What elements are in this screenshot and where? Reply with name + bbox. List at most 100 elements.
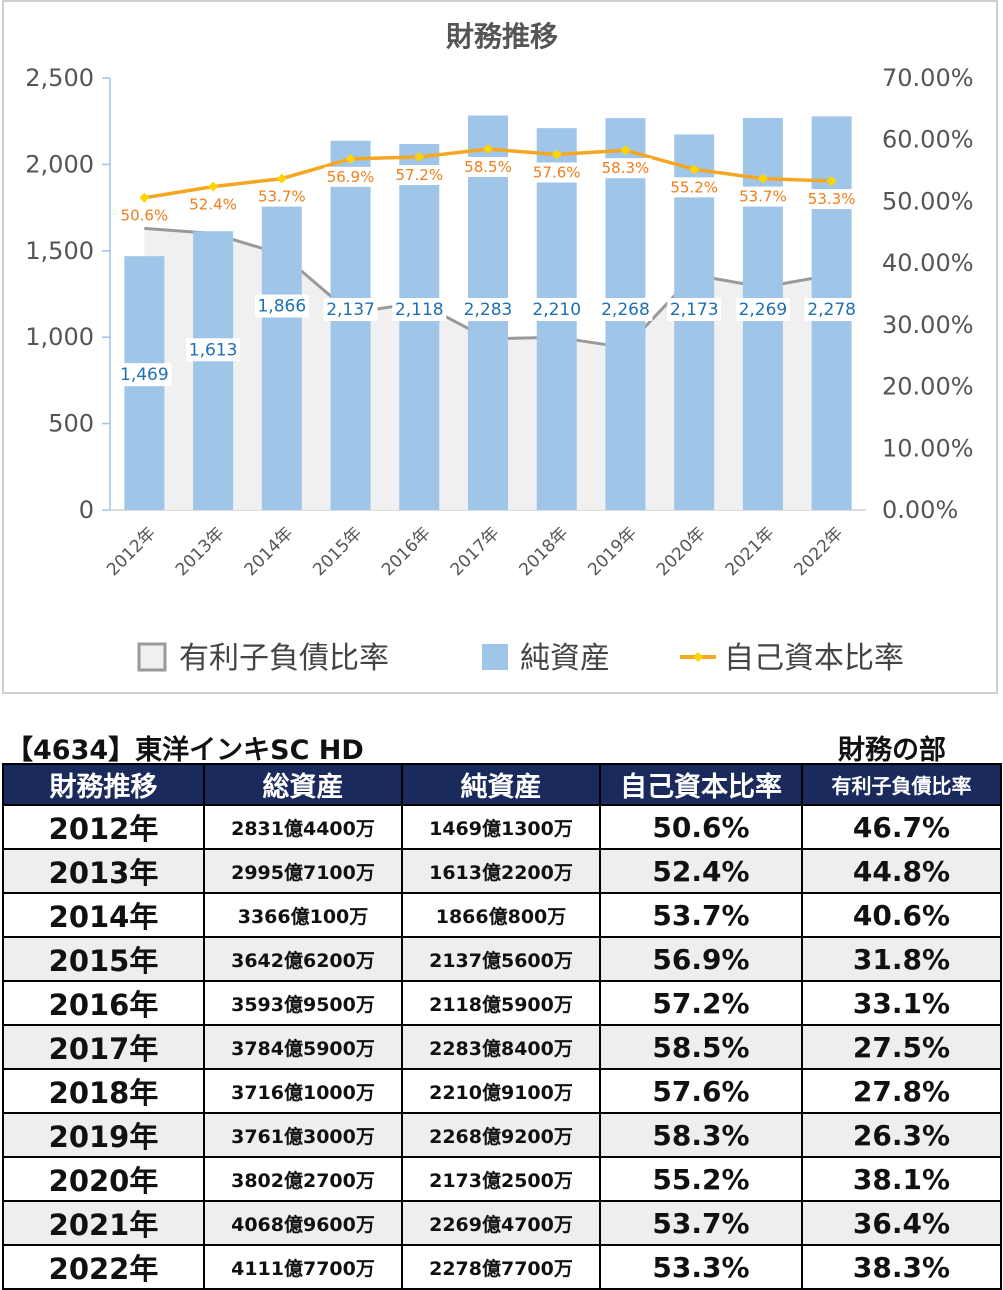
table-cell: 2831億4400万: [203, 804, 403, 850]
table-title: 【4634】東洋インキSC HD: [6, 735, 364, 766]
table-cell: 2013年: [2, 848, 205, 894]
legend-swatch-net-assets: [482, 644, 508, 670]
legend-label-equity-ratio: 自己資本比率: [724, 641, 904, 676]
table-cell: 2018年: [2, 1068, 205, 1114]
table-cell: 58.5%: [599, 1024, 803, 1070]
table-row: 2013年 2995億7100万 1613億2200万 52.4% 44.8%: [2, 848, 1002, 894]
table-cell: 27.5%: [801, 1024, 1002, 1070]
table-cell: 40.6%: [801, 892, 1002, 938]
bar-value-label: 1,613: [189, 340, 238, 360]
equity-ratio-point: [276, 173, 287, 184]
equity-ratio-point: [483, 143, 493, 154]
bar-value-label: 2,283: [464, 300, 513, 320]
table-cell: 1866億800万: [401, 892, 601, 938]
x-tick-label: 2017年: [447, 523, 504, 580]
line-label-bg: [255, 186, 308, 207]
line-value-label: 53.7%: [258, 188, 306, 206]
y-right-tick-label: 60.00%: [882, 126, 974, 154]
equity-ratio-point: [757, 173, 768, 184]
table-cell: 2022年: [2, 1244, 205, 1290]
bar-label-bg: [392, 298, 447, 321]
x-tick-label: 2020年: [653, 523, 710, 580]
y-right-tick-label: 20.00%: [882, 373, 974, 401]
equity-ratio-point: [139, 192, 150, 203]
table-row: 2018年 3716億1000万 2210億9100万 57.6% 27.8%: [2, 1068, 1002, 1114]
table-cell: 2118億5900万: [401, 980, 601, 1026]
table-cell: 26.3%: [801, 1112, 1002, 1158]
line-label-bg: [805, 189, 858, 210]
table-cell: 52.4%: [599, 848, 803, 894]
table-cell: 38.1%: [801, 1156, 1002, 1202]
table-row: 2022年 4111億7700万 2278億7700万 53.3% 38.3%: [2, 1244, 1002, 1290]
net-assets-bar: [399, 144, 440, 511]
table-cell: 3784億5900万: [203, 1024, 403, 1070]
table-cell: 3716億1000万: [203, 1068, 403, 1114]
table-cell: 38.3%: [801, 1244, 1002, 1290]
line-value-label: 55.2%: [670, 178, 718, 196]
chart-panel: 財務推移 2,500 2,000 1,500 1,000 500 0 70.00% 60.00%…: [2, 0, 998, 694]
bar-value-label: 2,173: [670, 300, 719, 320]
table-cell: 2017年: [2, 1024, 205, 1070]
equity-ratio-point: [414, 151, 425, 162]
table-cell: 2173億2500万: [401, 1156, 601, 1202]
table-dept-label: 財務の部: [838, 735, 946, 766]
bar-label-bg: [461, 298, 515, 321]
line-value-label: 56.9%: [327, 168, 375, 186]
table-cell: 53.3%: [599, 1244, 803, 1290]
line-value-label: 50.6%: [121, 207, 169, 225]
table-cell: 2014年: [2, 892, 205, 938]
table-cell: 50.6%: [599, 804, 803, 850]
table-cell: 2016年: [2, 980, 205, 1026]
equity-ratio-point: [689, 164, 700, 175]
bar-label-bg: [529, 298, 584, 321]
y-left-tick-label: 2,000: [25, 150, 94, 178]
table-cell: 4111億7700万: [203, 1244, 403, 1290]
table-cell: 3366億100万: [203, 892, 403, 938]
header-cell: 有利子負債比率: [801, 763, 1002, 806]
y-left-tick-label: 1,500: [25, 237, 94, 265]
table-cell: 27.8%: [801, 1068, 1002, 1114]
bar-label-bg: [735, 298, 790, 321]
table-cell: 31.8%: [801, 936, 1002, 982]
line-label-bg: [393, 164, 446, 185]
bar-value-label: 2,118: [395, 300, 444, 320]
bar-label-bg: [254, 294, 309, 318]
table-cell: 2283億8400万: [401, 1024, 601, 1070]
x-tick-label: 2018年: [516, 523, 573, 580]
bar-label-bg: [117, 363, 172, 387]
table-row: 2021年 4068億9600万 2269億4700万 53.7% 36.4%: [2, 1200, 1002, 1246]
y-right-tick-label: 70.00%: [882, 64, 974, 92]
y-right-tick-label: 50.00%: [882, 187, 974, 215]
equity-ratio-point: [551, 149, 562, 160]
line-value-label: 57.2%: [395, 166, 443, 184]
bar-label-bg: [667, 298, 722, 321]
table-cell: 44.8%: [801, 848, 1002, 894]
legend-label-debt-ratio: 有利子負債比率: [179, 641, 389, 676]
line-label-bg: [187, 194, 240, 215]
line-label-bg: [324, 166, 377, 187]
line-label-bg: [736, 186, 789, 207]
table-cell: 2995億7100万: [203, 848, 403, 894]
x-tick-label: 2021年: [722, 523, 779, 580]
y-left-tick-label: 500: [48, 410, 94, 438]
bar-value-label: 1,866: [257, 297, 306, 317]
line-label-bg: [599, 158, 652, 179]
header-cell: 総資産: [203, 763, 403, 806]
table-cell: 33.1%: [801, 980, 1002, 1026]
table-cell: 57.6%: [599, 1068, 803, 1114]
bar-label-bg: [804, 298, 859, 321]
table-cell: 3593億9500万: [203, 980, 403, 1026]
table-cell: 2278億7700万: [401, 1244, 601, 1290]
table-cell: 2269億4700万: [401, 1200, 601, 1246]
table-cell: 58.3%: [599, 1112, 803, 1158]
table-row: 2019年 3761億3000万 2268億9200万 58.3% 26.3%: [2, 1112, 1002, 1158]
table-cell: 53.7%: [599, 892, 803, 938]
table-row: 2017年 3784億5900万 2283億8400万 58.5% 27.5%: [2, 1024, 1002, 1070]
table-row: 2014年 3366億100万 1866億800万 53.7% 40.6%: [2, 892, 1002, 938]
line-value-label: 58.3%: [602, 159, 650, 177]
line-label-bg: [668, 177, 721, 198]
y-right-tick-label: 30.00%: [882, 311, 974, 339]
table-row: 2015年 3642億6200万 2137億5600万 56.9% 31.8%: [2, 936, 1002, 982]
header-cell: 自己資本比率: [599, 763, 803, 806]
net-assets-bar: [261, 187, 302, 510]
